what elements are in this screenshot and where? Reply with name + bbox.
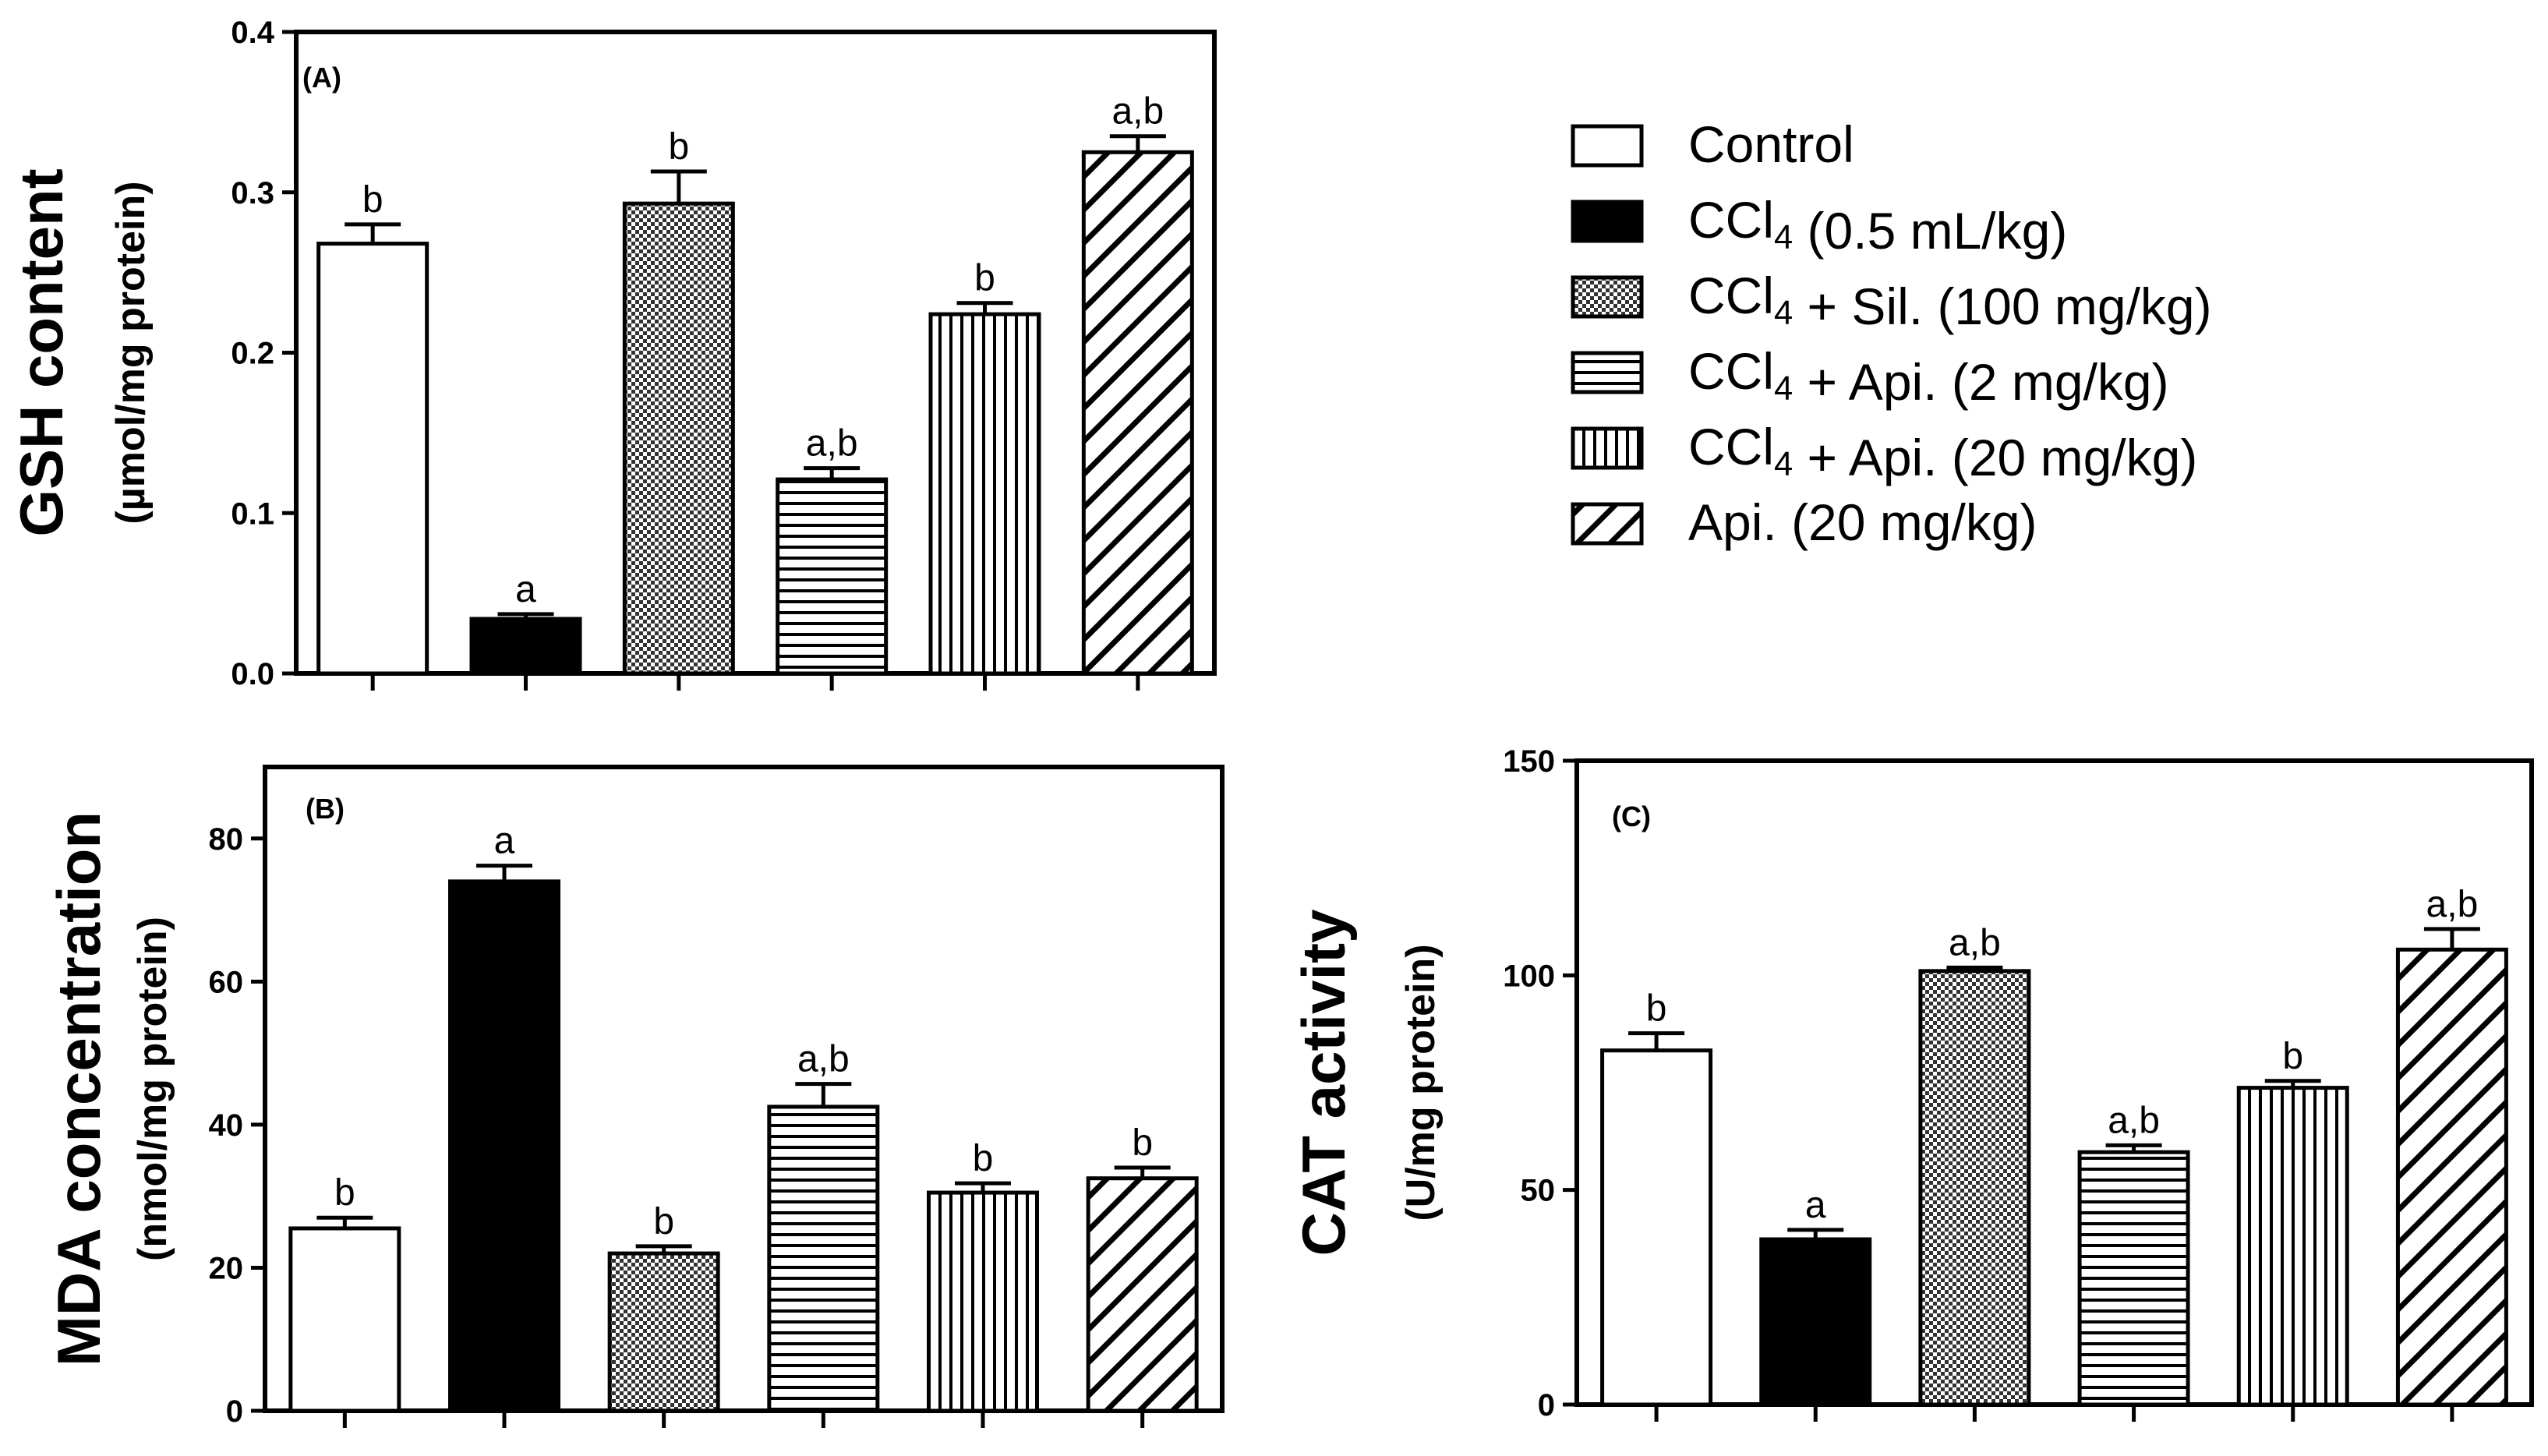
legend-item-ccl4-api-20-mg-kg-label: CCl4 + Api. (20 mg/kg) [1688,418,2197,486]
cat-y-axis-title: CAT activity [1289,910,1358,1256]
mda-y-tick-label: 20 [209,1251,244,1285]
mda-bar-ccl4-sil-100-mg-kg-annotation: b [653,1201,674,1242]
gsh-plot-frame [294,30,1217,676]
cat-y-tick-label: 150 [1503,744,1555,779]
cat-panel-label: (C) [1612,800,1651,832]
gsh-bar-ccl4-0-5-ml-kg [469,617,582,676]
mda-y-tick-label: 0 [226,1394,243,1429]
legend-item-api-20-mg-kg-swatch [1571,502,1644,546]
cat-bar-ccl4-sil-100-mg-kg-annotation: a,b [1949,922,2001,963]
mda-y-axis-unit: (nmol/mg protein) [130,917,175,1261]
legend-item-ccl4-api-2-mg-kg-label: CCl4 + Api. (2 mg/kg) [1688,342,2169,411]
gsh-bar-api-20-mg-kg-annotation: a,b [1111,91,1164,133]
legend-item-ccl4-0-5-ml-kg-label: CCl4 (0.5 mL/kg) [1688,191,2067,260]
cat-bar-ccl4-api-2-mg-kg-annotation: a,b [2108,1100,2160,1141]
legend-item-ccl4-sil-100-mg-kg-swatch [1571,275,1644,319]
mda-plot-frame [263,765,1225,1413]
gsh-y-tick-label: 0.0 [231,657,274,691]
cat-y-tick-label: 100 [1503,959,1555,993]
legend-item-api-20-mg-kg-label: Api. (20 mg/kg) [1688,493,2037,551]
cat-chart: 0 50 100 150 CAT activity (U/mg protein) (C) b a… [1289,744,2534,1422]
mda-bar-api-20-mg-kg [1086,1176,1199,1413]
legend-item-control-swatch [1571,124,1644,168]
gsh-y-axis-unit: (µmol/mg protein) [108,181,154,524]
gsh-y-tick-label: 0.1 [231,497,274,531]
legend-item-ccl4-api-2-mg-kg-swatch [1571,351,1644,394]
cat-bar-ccl4-sil-100-mg-kg [1918,969,2031,1407]
mda-panel-label: (B) [306,793,345,825]
legend-item-control-label: Control [1688,115,1854,173]
cat-bar-ccl4-api-2-mg-kg [2077,1150,2190,1407]
cat-y-tick-label: 0 [1538,1388,1555,1422]
mda-y-tick-label: 40 [209,1108,244,1143]
cat-y-axis-unit: (U/mg protein) [1398,944,1444,1221]
mda-bar-ccl4-0-5-ml-kg [448,879,560,1413]
mda-bar-ccl4-api-2-mg-kg [767,1104,880,1413]
gsh-bar-ccl4-sil-100-mg-kg [622,201,735,676]
gsh-y-tick-label: 0.4 [231,16,274,50]
gsh-bar-ccl4-api-2-mg-kg [776,477,889,676]
gsh-bar-ccl4-api-20-mg-kg [928,312,1041,676]
mda-y-tick-label: 60 [209,965,244,999]
cat-bar-ccl4-api-20-mg-kg-annotation: b [2282,1036,2303,1077]
mda-bar-api-20-mg-kg-annotation: b [1132,1122,1153,1164]
gsh-y-tick-label: 0.3 [231,176,274,210]
cat-y-tick-label: 50 [1521,1174,1556,1208]
mda-bar-control-annotation: b [334,1172,355,1214]
mda-y-tick-label: 80 [209,822,244,857]
mda-bar-ccl4-api-20-mg-kg-annotation: b [973,1138,994,1179]
cat-bar-api-20-mg-kg [2395,947,2508,1407]
mda-y-axis-title: MDA concentration [44,811,113,1366]
cat-bar-ccl4-api-20-mg-kg [2236,1086,2349,1407]
mda-bar-ccl4-sil-100-mg-kg [607,1251,720,1413]
legend-item-ccl4-api-20-mg-kg-swatch [1571,426,1644,470]
cat-plot-frame [1574,758,2534,1407]
gsh-bar-ccl4-api-20-mg-kg-annotation: b [974,258,995,299]
cat-bar-control [1600,1048,1713,1407]
mda-bar-control [288,1226,401,1413]
gsh-bar-ccl4-api-2-mg-kg-annotation: a,b [806,423,858,465]
mda-bar-ccl4-api-2-mg-kg-annotation: a,b [797,1039,850,1080]
cat-bar-ccl4-0-5-ml-kg [1759,1237,1872,1407]
cat-bar-control-annotation: b [1646,988,1667,1030]
gsh-bar-control [316,242,429,676]
legend: Control CCl4 (0.5 mL/kg) CCl4 + Sil. (100 … [1571,115,2212,551]
mda-chart: 0 20 40 60 80 MDA concentration (nmol/mg prote… [44,765,1225,1429]
gsh-bar-api-20-mg-kg [1081,150,1194,676]
gsh-bar-control-annotation: b [362,179,383,221]
gsh-y-axis-title: GSH content [7,168,76,536]
mda-bar-ccl4-0-5-ml-kg-annotation: a [494,821,515,862]
gsh-y-tick-label: 0.2 [231,337,274,371]
gsh-panel-label: (A) [302,62,341,94]
cat-bar-ccl4-0-5-ml-kg-annotation: a [1805,1185,1826,1226]
gsh-bar-ccl4-sil-100-mg-kg-annotation: b [668,126,689,168]
mda-bar-ccl4-api-20-mg-kg [927,1190,1039,1413]
legend-item-ccl4-0-5-ml-kg-swatch [1571,200,1644,243]
cat-bar-api-20-mg-kg-annotation: a,b [2426,884,2479,925]
legend-item-ccl4-sil-100-mg-kg-label: CCl4 + Sil. (100 mg/kg) [1688,267,2212,335]
gsh-bar-ccl4-0-5-ml-kg-annotation: a [515,569,536,610]
gsh-chart: 0.0 0.1 0.2 0.3 0.4 GSH content (µmol/mg prote… [7,16,1217,691]
